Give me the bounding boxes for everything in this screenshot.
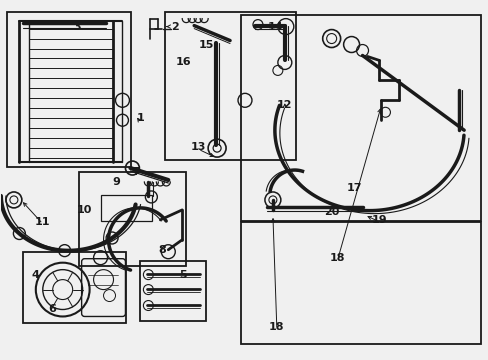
Text: 3: 3 — [73, 22, 81, 32]
Text: 8: 8 — [158, 245, 166, 255]
Bar — [101, 195, 152, 221]
Text: 13: 13 — [190, 142, 205, 152]
Text: 16: 16 — [175, 58, 191, 67]
Text: 12: 12 — [277, 100, 292, 110]
Bar — [23, 252, 126, 323]
Text: 9: 9 — [112, 177, 120, 187]
Text: 4: 4 — [32, 270, 40, 280]
Bar — [241, 15, 480, 221]
Text: 18: 18 — [268, 323, 284, 332]
Bar — [165, 12, 295, 160]
Bar — [79, 172, 186, 266]
Text: 20: 20 — [324, 207, 339, 217]
Text: 2: 2 — [171, 22, 179, 32]
Text: 14: 14 — [267, 22, 283, 32]
Text: 19: 19 — [371, 215, 386, 225]
Text: 10: 10 — [77, 205, 92, 215]
Text: 1: 1 — [136, 113, 144, 123]
Text: 18: 18 — [329, 253, 345, 263]
Text: 5: 5 — [179, 270, 187, 280]
Text: 17: 17 — [346, 183, 362, 193]
Text: 7: 7 — [132, 167, 140, 177]
Text: 6: 6 — [48, 305, 56, 315]
Bar — [241, 222, 480, 345]
Bar — [140, 261, 206, 321]
Text: 11: 11 — [35, 217, 50, 227]
Text: 15: 15 — [198, 40, 213, 50]
Bar — [7, 12, 131, 167]
